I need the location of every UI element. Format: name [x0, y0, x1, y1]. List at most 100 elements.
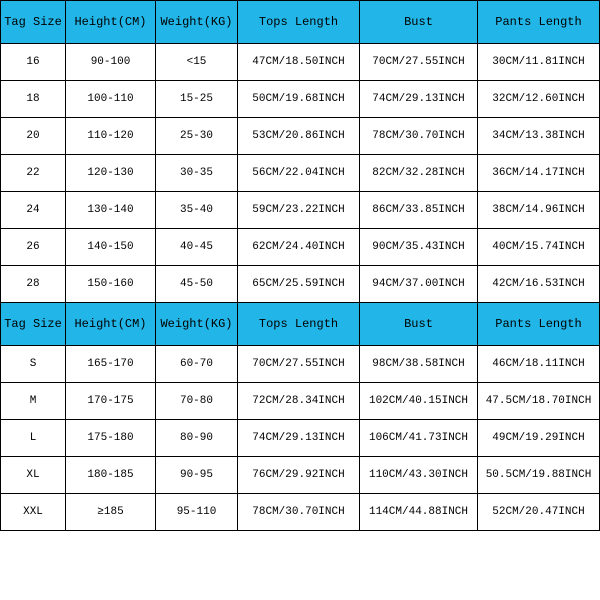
table-cell: XXL — [1, 494, 66, 531]
table-row: 26140-15040-4562CM/24.40INCH90CM/35.43IN… — [1, 229, 600, 266]
header-tag-size-2: Tag Size — [1, 303, 66, 346]
table-cell: 47.5CM/18.70INCH — [478, 383, 600, 420]
table-cell: 62CM/24.40INCH — [238, 229, 360, 266]
size-rows-section2: S165-17060-7070CM/27.55INCH98CM/38.58INC… — [1, 346, 600, 531]
table-cell: 49CM/19.29INCH — [478, 420, 600, 457]
header-row-2: Tag Size Height(CM) Weight(KG) Tops Leng… — [1, 303, 600, 346]
header-pants-length-2: Pants Length — [478, 303, 600, 346]
table-cell: 74CM/29.13INCH — [360, 81, 478, 118]
table-cell: 78CM/30.70INCH — [238, 494, 360, 531]
header-pants-length: Pants Length — [478, 1, 600, 44]
table-cell: 46CM/18.11INCH — [478, 346, 600, 383]
table-row: 1690-100<1547CM/18.50INCH70CM/27.55INCH3… — [1, 44, 600, 81]
table-cell: 40-45 — [156, 229, 238, 266]
table-cell: 70CM/27.55INCH — [238, 346, 360, 383]
table-cell: 36CM/14.17INCH — [478, 155, 600, 192]
table-cell: 50CM/19.68INCH — [238, 81, 360, 118]
size-chart-table: Tag Size Height(CM) Weight(KG) Tops Leng… — [0, 0, 600, 531]
table-cell: 82CM/32.28INCH — [360, 155, 478, 192]
table-cell: 78CM/30.70INCH — [360, 118, 478, 155]
header-height: Height(CM) — [66, 1, 156, 44]
table-cell: 120-130 — [66, 155, 156, 192]
table-cell: 100-110 — [66, 81, 156, 118]
table-row: 28150-16045-5065CM/25.59INCH94CM/37.00IN… — [1, 266, 600, 303]
size-rows-section1: 1690-100<1547CM/18.50INCH70CM/27.55INCH3… — [1, 44, 600, 303]
table-cell: 106CM/41.73INCH — [360, 420, 478, 457]
table-row: 20110-12025-3053CM/20.86INCH78CM/30.70IN… — [1, 118, 600, 155]
table-cell: 70CM/27.55INCH — [360, 44, 478, 81]
table-cell: 24 — [1, 192, 66, 229]
table-cell: 25-30 — [156, 118, 238, 155]
table-cell: 15-25 — [156, 81, 238, 118]
table-cell: 26 — [1, 229, 66, 266]
table-cell: 170-175 — [66, 383, 156, 420]
header-tops-length: Tops Length — [238, 1, 360, 44]
table-cell: 53CM/20.86INCH — [238, 118, 360, 155]
header-row-1: Tag Size Height(CM) Weight(KG) Tops Leng… — [1, 1, 600, 44]
table-row: 18100-11015-2550CM/19.68INCH74CM/29.13IN… — [1, 81, 600, 118]
table-row: XL180-18590-9576CM/29.92INCH110CM/43.30I… — [1, 457, 600, 494]
header-tag-size: Tag Size — [1, 1, 66, 44]
table-row: S165-17060-7070CM/27.55INCH98CM/38.58INC… — [1, 346, 600, 383]
table-cell: 50.5CM/19.88INCH — [478, 457, 600, 494]
header-height-2: Height(CM) — [66, 303, 156, 346]
table-cell: 70-80 — [156, 383, 238, 420]
table-cell: 95-110 — [156, 494, 238, 531]
table-cell: 45-50 — [156, 266, 238, 303]
table-cell: 60-70 — [156, 346, 238, 383]
table-cell: 140-150 — [66, 229, 156, 266]
table-cell: 30-35 — [156, 155, 238, 192]
header-tops-length-2: Tops Length — [238, 303, 360, 346]
table-cell: 165-170 — [66, 346, 156, 383]
table-cell: 42CM/16.53INCH — [478, 266, 600, 303]
table-cell: 76CM/29.92INCH — [238, 457, 360, 494]
table-cell: XL — [1, 457, 66, 494]
table-cell: 40CM/15.74INCH — [478, 229, 600, 266]
table-cell: 22 — [1, 155, 66, 192]
table-cell: L — [1, 420, 66, 457]
table-row: XXL≥18595-11078CM/30.70INCH114CM/44.88IN… — [1, 494, 600, 531]
table-row: 24130-14035-4059CM/23.22INCH86CM/33.85IN… — [1, 192, 600, 229]
table-cell: 90-100 — [66, 44, 156, 81]
table-row: M170-17570-8072CM/28.34INCH102CM/40.15IN… — [1, 383, 600, 420]
table-cell: ≥185 — [66, 494, 156, 531]
table-cell: 34CM/13.38INCH — [478, 118, 600, 155]
table-cell: 28 — [1, 266, 66, 303]
header-bust-2: Bust — [360, 303, 478, 346]
table-cell: 110-120 — [66, 118, 156, 155]
table-cell: 175-180 — [66, 420, 156, 457]
table-cell: 114CM/44.88INCH — [360, 494, 478, 531]
table-cell: 98CM/38.58INCH — [360, 346, 478, 383]
table-cell: 38CM/14.96INCH — [478, 192, 600, 229]
table-row: 22120-13030-3556CM/22.04INCH82CM/32.28IN… — [1, 155, 600, 192]
table-cell: 90-95 — [156, 457, 238, 494]
table-cell: 72CM/28.34INCH — [238, 383, 360, 420]
table-cell: 65CM/25.59INCH — [238, 266, 360, 303]
table-cell: 180-185 — [66, 457, 156, 494]
table-cell: 80-90 — [156, 420, 238, 457]
table-cell: 94CM/37.00INCH — [360, 266, 478, 303]
table-cell: 30CM/11.81INCH — [478, 44, 600, 81]
table-cell: 86CM/33.85INCH — [360, 192, 478, 229]
table-cell: 90CM/35.43INCH — [360, 229, 478, 266]
table-cell: 130-140 — [66, 192, 156, 229]
table-cell: S — [1, 346, 66, 383]
table-cell: 47CM/18.50INCH — [238, 44, 360, 81]
header-weight-2: Weight(KG) — [156, 303, 238, 346]
table-row: L175-18080-9074CM/29.13INCH106CM/41.73IN… — [1, 420, 600, 457]
table-cell: 32CM/12.60INCH — [478, 81, 600, 118]
table-cell: 150-160 — [66, 266, 156, 303]
table-cell: <15 — [156, 44, 238, 81]
header-weight: Weight(KG) — [156, 1, 238, 44]
table-cell: 18 — [1, 81, 66, 118]
table-cell: 16 — [1, 44, 66, 81]
table-cell: M — [1, 383, 66, 420]
header-bust: Bust — [360, 1, 478, 44]
table-cell: 110CM/43.30INCH — [360, 457, 478, 494]
table-cell: 56CM/22.04INCH — [238, 155, 360, 192]
table-cell: 102CM/40.15INCH — [360, 383, 478, 420]
table-cell: 20 — [1, 118, 66, 155]
table-cell: 59CM/23.22INCH — [238, 192, 360, 229]
table-cell: 74CM/29.13INCH — [238, 420, 360, 457]
table-cell: 35-40 — [156, 192, 238, 229]
